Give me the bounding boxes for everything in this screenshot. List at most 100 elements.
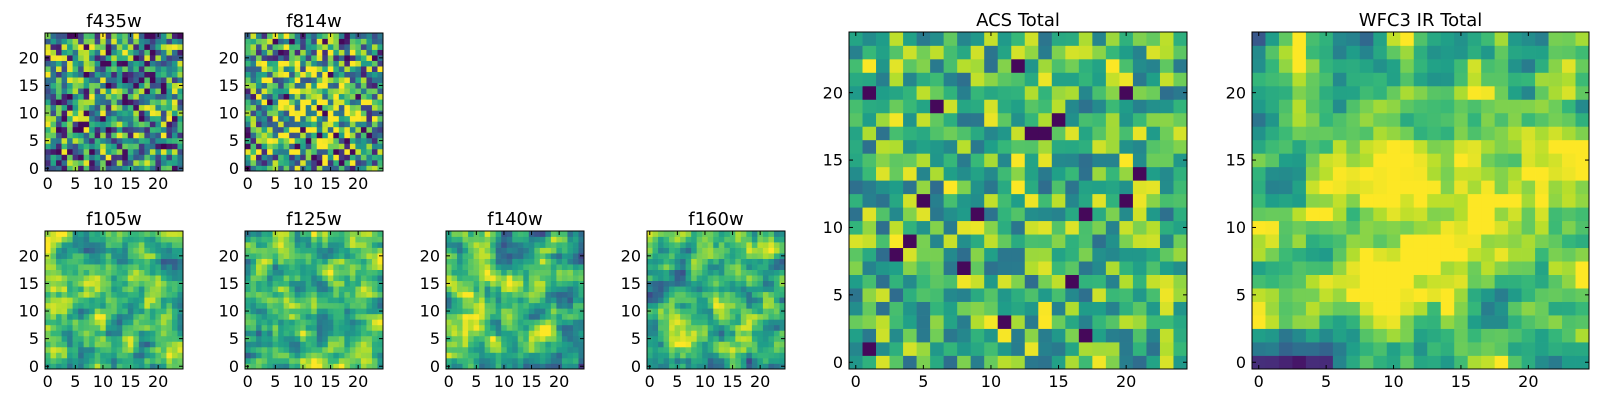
heatmap-cell — [1481, 220, 1495, 235]
heatmap-cell — [316, 286, 323, 293]
heatmap-cell — [371, 352, 378, 359]
heatmap-cell — [746, 247, 753, 254]
heatmap-cell — [360, 297, 367, 304]
heatmap-cell — [1038, 45, 1053, 60]
heatmap-cell — [371, 253, 378, 259]
heatmap-cell — [1548, 274, 1563, 289]
heatmap-cell — [305, 319, 312, 326]
heatmap-cell — [545, 264, 552, 270]
heatmap-cell — [889, 315, 904, 329]
heatmap-cell — [1332, 261, 1347, 275]
heatmap-cell — [50, 236, 57, 243]
heatmap-cell — [1292, 166, 1307, 181]
heatmap-cell — [61, 297, 68, 304]
heatmap-cell — [970, 261, 985, 275]
heatmap-cell — [1292, 328, 1307, 343]
heatmap-cell — [561, 324, 568, 331]
heatmap-cell — [294, 236, 301, 243]
heatmap-cell — [371, 302, 378, 309]
heatmap-cell — [984, 166, 999, 181]
heatmap-cell — [89, 264, 96, 270]
heatmap-cell — [550, 324, 557, 331]
heatmap-cell — [344, 242, 351, 248]
heatmap-cell — [970, 139, 985, 154]
heatmap-cell — [111, 330, 118, 337]
heatmap-cell — [1078, 220, 1093, 235]
heatmap-cell — [539, 280, 546, 287]
heatmap-cell — [876, 72, 890, 87]
heatmap-cell — [495, 247, 502, 254]
heatmap-cell — [105, 264, 112, 270]
heatmap-cell — [724, 324, 731, 331]
heatmap-cell — [567, 357, 574, 364]
heatmap-cell — [322, 346, 329, 353]
heatmap-cell — [997, 85, 1012, 100]
heatmap-cell — [122, 302, 129, 309]
heatmap-cell — [479, 341, 485, 348]
heatmap-cell — [111, 335, 118, 342]
heatmap-cell — [316, 302, 323, 309]
heatmap-cell — [305, 126, 312, 133]
heatmap-cell — [105, 66, 112, 72]
heatmap-cell — [160, 335, 167, 342]
heatmap-cell — [94, 143, 101, 150]
heatmap-cell — [768, 324, 775, 331]
heatmap-cell — [663, 319, 670, 326]
heatmap-cell — [338, 44, 345, 50]
heatmap-cell — [663, 346, 670, 353]
heatmap-cell — [289, 99, 296, 106]
heatmap-cell — [116, 297, 123, 304]
heatmap-cell — [669, 269, 675, 276]
heatmap-cell — [56, 286, 62, 293]
heatmap-cell — [862, 247, 877, 262]
heatmap-cell — [984, 112, 999, 127]
heatmap-cell — [779, 231, 786, 237]
heatmap-cell — [45, 99, 51, 106]
heatmap-cell — [355, 247, 362, 254]
heatmap-cell — [349, 264, 356, 270]
heatmap-cell — [735, 242, 742, 248]
heatmap-cell — [984, 355, 999, 370]
heatmap-cell — [344, 335, 351, 342]
heatmap-cell — [970, 234, 985, 249]
heatmap-cell — [451, 280, 458, 287]
heatmap-cell — [272, 44, 279, 50]
heatmap-cell — [702, 335, 709, 342]
heatmap-cell — [294, 319, 301, 326]
heatmap-cell — [1132, 261, 1147, 275]
heatmap-cell — [166, 324, 173, 331]
heatmap-cell — [56, 264, 62, 270]
heatmap-cell — [322, 93, 329, 100]
heatmap-cell — [138, 286, 145, 293]
heatmap-cell — [105, 319, 112, 326]
heatmap-cell — [1346, 153, 1361, 168]
heatmap-cell — [45, 286, 51, 293]
heatmap-cell — [45, 71, 51, 78]
heatmap-cell — [457, 258, 463, 265]
heatmap-cell — [360, 33, 367, 39]
heatmap-cell — [67, 126, 73, 133]
heatmap-cell — [322, 82, 329, 89]
heatmap-cell — [1024, 274, 1039, 289]
heatmap-cell — [713, 286, 720, 293]
heatmap-cell — [457, 357, 463, 364]
heatmap-cell — [1319, 220, 1334, 235]
heatmap-cell — [751, 269, 758, 276]
heatmap-cell — [746, 346, 753, 353]
heatmap-cell — [446, 319, 452, 326]
heatmap-cell — [116, 269, 123, 276]
heatmap-cell — [652, 352, 659, 359]
heatmap-cell — [116, 88, 123, 95]
heatmap-cell — [876, 112, 890, 127]
heatmap-cell — [171, 99, 178, 106]
heatmap-cell — [528, 286, 535, 293]
heatmap-cell — [294, 302, 301, 309]
heatmap-cell — [930, 247, 944, 262]
heatmap-cell — [1038, 112, 1053, 127]
heatmap-cell — [256, 126, 262, 133]
heatmap-cell — [155, 82, 162, 89]
heatmap-cell — [344, 363, 351, 370]
heatmap-cell — [72, 286, 79, 293]
heatmap-cell — [322, 286, 329, 293]
heatmap-cell — [127, 148, 134, 155]
